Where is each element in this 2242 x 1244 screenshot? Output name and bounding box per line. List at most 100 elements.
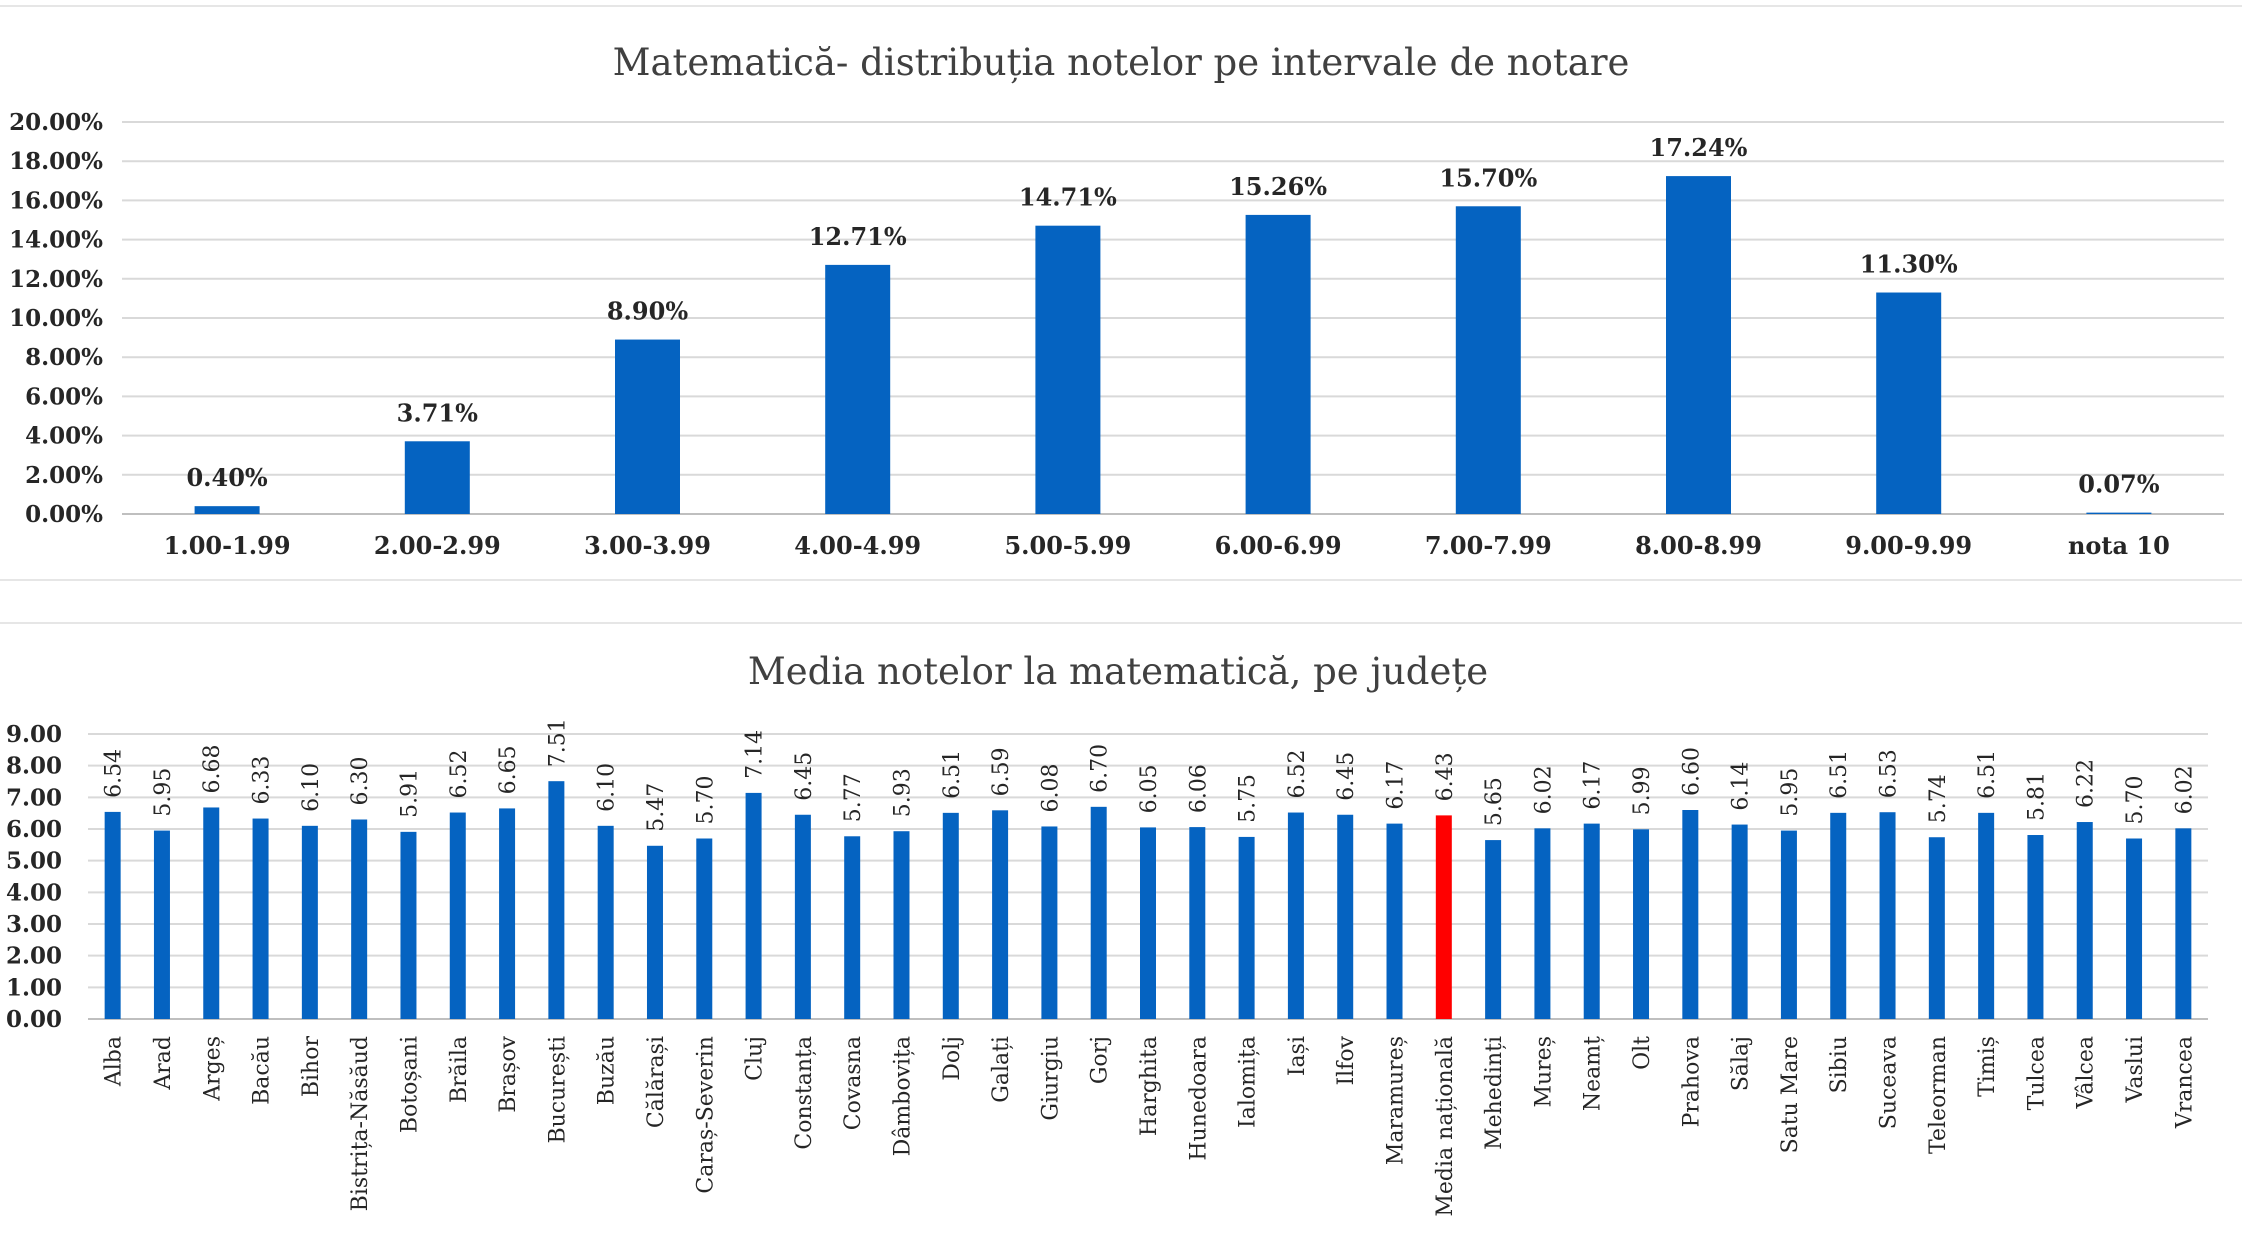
bar-highlight <box>1435 815 1452 1019</box>
data-label: 6.22 <box>2074 759 2099 808</box>
y-tick-label: 6.00% <box>25 383 103 410</box>
y-tick-label: 8.00 <box>6 753 62 780</box>
data-label: 0.07% <box>2078 470 2159 499</box>
bar <box>1928 837 1945 1019</box>
bar <box>696 838 713 1019</box>
y-tick-label: 9.00 <box>6 721 62 748</box>
bar <box>1455 206 1521 514</box>
y-tick-label: 14.00% <box>9 227 103 254</box>
x-tick-label: 8.00-8.99 <box>1635 531 1762 560</box>
y-tick-label: 3.00 <box>6 911 62 938</box>
bar <box>1245 214 1311 515</box>
x-tick-label: 1.00-1.99 <box>164 531 291 560</box>
data-label: 5.91 <box>397 769 422 818</box>
x-tick-label: Vâlcea <box>2074 1036 2099 1109</box>
data-label: 6.59 <box>989 747 1014 796</box>
bar <box>844 836 861 1019</box>
y-tick-label: 18.00% <box>9 148 103 175</box>
bar <box>404 441 470 514</box>
data-label: 6.10 <box>299 763 324 812</box>
data-label: 17.24% <box>1650 133 1748 162</box>
x-tick-label: Hunedoara <box>1186 1036 1211 1161</box>
grade-distribution-chart: Matematică- distribuția notelor pe inter… <box>9 41 2224 560</box>
data-label: 5.95 <box>1778 768 1803 817</box>
x-tick-label: 5.00-5.99 <box>1004 531 1131 560</box>
data-label: 6.33 <box>250 756 275 805</box>
bar <box>1876 292 1942 514</box>
data-label: 6.05 <box>1137 764 1162 813</box>
data-label: 6.52 <box>447 750 472 799</box>
x-tick-label: Sălaj <box>1729 1036 1754 1091</box>
x-tick-label: Mureș <box>1531 1036 1556 1108</box>
y-tick-label: 0.00 <box>6 1006 62 1033</box>
x-tick-label: Sibiu <box>1827 1036 1852 1093</box>
x-tick-label: nota 10 <box>2068 531 2170 560</box>
data-label: 6.54 <box>102 749 127 798</box>
x-tick-label: Olt <box>1630 1036 1655 1070</box>
x-tick-label: Arad <box>151 1036 176 1091</box>
data-label: 6.06 <box>1186 764 1211 813</box>
data-label: 6.68 <box>200 744 225 793</box>
data-label: 11.30% <box>1860 250 1958 279</box>
bar <box>1485 840 1502 1019</box>
data-label: 7.51 <box>545 718 570 767</box>
y-tick-label: 0.00% <box>25 501 103 528</box>
bar <box>301 825 318 1019</box>
county-average-chart: Media notelor la matematică, pe județe 0… <box>6 650 2208 1217</box>
data-label: 8.90% <box>607 297 688 326</box>
x-tick-label: Maramureș <box>1384 1036 1409 1165</box>
bar <box>2076 822 2093 1019</box>
x-tick-label: Mehedinți <box>1482 1036 1507 1150</box>
data-label: 6.70 <box>1088 744 1113 793</box>
bar <box>1780 830 1797 1019</box>
y-tick-label: 2.00 <box>6 943 62 970</box>
x-tick-label: Iași <box>1285 1036 1310 1076</box>
data-label: 5.65 <box>1482 777 1507 826</box>
x-tick-label: Dolj <box>940 1036 965 1081</box>
bar <box>942 812 959 1019</box>
bar <box>1731 824 1748 1019</box>
x-tick-label: 3.00-3.99 <box>584 531 711 560</box>
data-labels: 0.40% 3.71% 8.90% 12.71% 14.71% 15.26% 15.70% 1… <box>186 133 2159 499</box>
data-label: 6.02 <box>2172 765 2197 814</box>
x-tick-label: Prahova <box>1679 1036 1704 1127</box>
bar <box>1041 826 1058 1019</box>
data-labels: 6.54 5.95 6.68 6.33 6.10 6.30 5.91 6.52 6.65 7.51… <box>102 718 2198 832</box>
data-label: 5.95 <box>151 768 176 817</box>
data-label: 5.75 <box>1236 774 1261 823</box>
bar <box>1879 812 1896 1019</box>
bar <box>449 812 466 1019</box>
data-label: 6.08 <box>1038 763 1063 812</box>
data-label: 15.26% <box>1229 172 1327 201</box>
x-tick-label: 9.00-9.99 <box>1845 531 1972 560</box>
data-label: 3.71% <box>397 398 478 427</box>
bar <box>1633 829 1650 1019</box>
data-label: 6.45 <box>1334 752 1359 801</box>
x-tick-label: Timiș <box>1975 1036 2000 1097</box>
x-tick-label: Media națională <box>1433 1036 1458 1217</box>
chart-title: Media notelor la matematică, pe județe <box>748 650 1488 693</box>
x-tick-label: 6.00-6.99 <box>1215 531 1342 560</box>
y-tick-label: 5.00 <box>6 848 62 875</box>
bar <box>203 807 220 1019</box>
data-label: 6.53 <box>1877 749 1902 798</box>
bar <box>252 818 269 1019</box>
x-tick-label: Caraș-Severin <box>693 1036 718 1194</box>
bar <box>2027 835 2044 1019</box>
bar <box>1583 823 1600 1019</box>
data-label: 6.52 <box>1285 750 1310 799</box>
bar <box>194 506 260 514</box>
data-label: 6.30 <box>348 757 373 806</box>
x-tick-label: Brăila <box>447 1036 472 1103</box>
y-tick-label: 4.00% <box>25 423 103 450</box>
bar <box>2126 838 2143 1019</box>
x-tick-label: București <box>545 1036 570 1144</box>
x-tick-label: Covasna <box>841 1036 866 1130</box>
bar <box>1140 827 1156 1019</box>
x-tick-label: Harghita <box>1137 1036 1162 1136</box>
bar <box>794 814 811 1019</box>
data-label: 5.47 <box>644 783 669 832</box>
y-tick-label: 12.00% <box>9 266 103 293</box>
x-tick-label: Argeș <box>200 1036 225 1102</box>
bars <box>194 176 2152 515</box>
